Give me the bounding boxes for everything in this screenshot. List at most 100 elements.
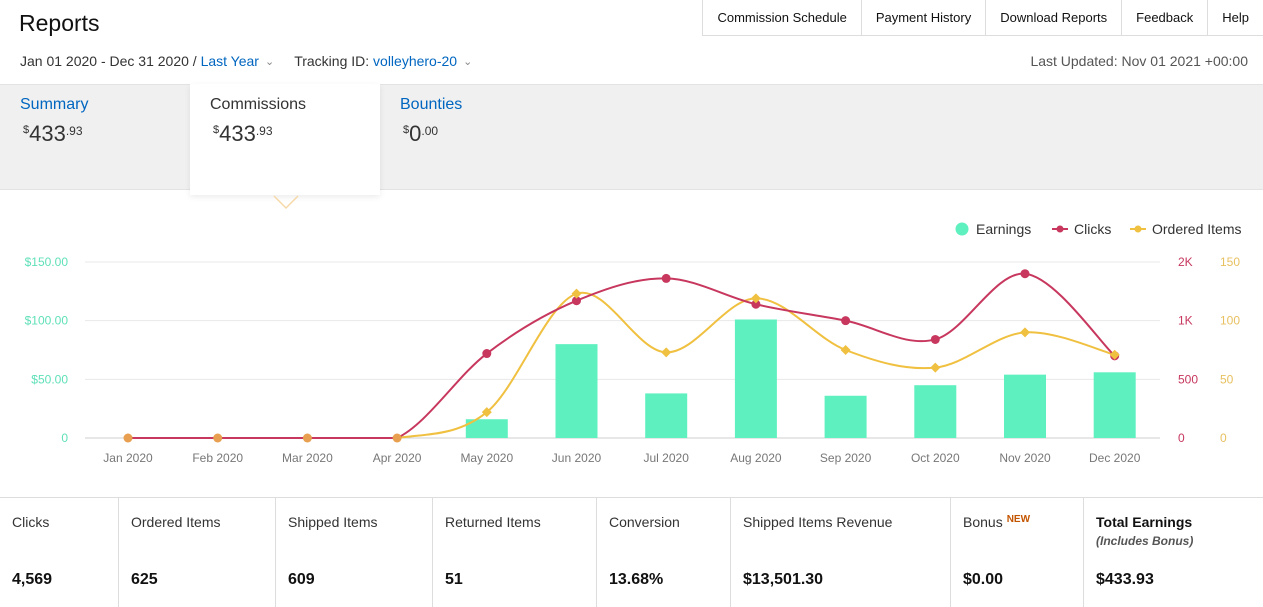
stat-value: 13.68%	[609, 571, 664, 588]
stat-sublabel: (Includes Bonus)	[1096, 534, 1194, 548]
ordered-items-point	[571, 288, 582, 299]
x-axis-tick-label: Jul 2020	[644, 451, 690, 465]
stat-clicks: Clicks 4,569	[0, 498, 119, 607]
ordered-items-line	[127, 291, 1115, 440]
tab-amount: $ 433 .93	[23, 122, 190, 146]
tab-label: Summary	[20, 96, 89, 113]
amount-fraction: .93	[65, 124, 83, 138]
x-axis-tick-label: Apr 2020	[373, 451, 422, 465]
last-updated-text: Last Updated: Nov 01 2021 +00:00	[1030, 53, 1248, 69]
active-tab-pointer	[273, 195, 299, 210]
feedback-button[interactable]: Feedback	[1122, 0, 1209, 35]
x-axis-tick-label: May 2020	[460, 451, 513, 465]
left-axis-tick-label: $100.00	[25, 314, 69, 328]
left-axis-tick-label: 0	[61, 431, 68, 445]
ordered-items-point	[930, 362, 941, 373]
amount-whole: 0	[409, 121, 422, 146]
clicks-point	[661, 273, 671, 283]
clicks-point	[841, 316, 851, 326]
ordered-items-point	[1020, 327, 1030, 338]
zero-point	[392, 433, 402, 443]
earnings-bar	[645, 393, 688, 438]
currency-symbol: $	[403, 124, 410, 136]
earnings-bar	[1093, 372, 1136, 438]
earnings-bar	[555, 344, 598, 438]
amount-whole: 433	[29, 121, 66, 146]
legend-point-marker	[1056, 225, 1064, 233]
stat-label: Conversion	[609, 514, 680, 530]
new-badge: NEW	[1006, 514, 1031, 525]
stat-label: Returned Items	[445, 514, 541, 530]
ordered-items-point	[750, 293, 761, 304]
legend-earnings-marker	[955, 222, 969, 236]
ordered-items-point	[840, 345, 851, 355]
stat-shipped-items-revenue: Shipped Items Revenue $13,501.30	[731, 498, 951, 607]
tab-summary[interactable]: Summary $ 433 .93	[20, 84, 190, 190]
stat-value: 4,569	[12, 571, 53, 588]
amount-fraction: .00	[421, 124, 439, 138]
page-title: Reports	[19, 10, 100, 36]
zero-point	[302, 433, 312, 443]
right-axis-clicks-tick-label: 500	[1178, 372, 1198, 386]
currency-symbol: $	[23, 124, 30, 136]
right-axis-clicks-tick-label: 1K	[1178, 314, 1193, 328]
tracking-id-label: Tracking ID:	[294, 53, 370, 69]
ordered-items-point	[661, 347, 672, 358]
stat-label-text: Bonus	[963, 514, 1003, 530]
x-axis-tick-label: Jun 2020	[552, 451, 602, 465]
zero-point	[213, 433, 223, 443]
stat-ordered-items: Ordered Items 625	[119, 498, 276, 607]
commission-schedule-button[interactable]: Commission Schedule	[703, 0, 862, 35]
earnings-bar	[1004, 374, 1046, 438]
tab-bounties[interactable]: Bounties $ 0 .00	[400, 84, 570, 190]
ordered-items-point	[481, 407, 492, 418]
clicks-point	[1020, 269, 1030, 279]
top-nav: Commission Schedule Payment History Down…	[702, 0, 1263, 36]
x-axis-tick-label: Feb 2020	[192, 451, 243, 465]
chevron-down-icon[interactable]: ⌄	[463, 55, 473, 68]
chart-svg: 0 0 0 $50.00 500 50 $100.00 1K 100 $150.00 2K 150 Ja…	[25, 221, 1242, 465]
earnings-bar	[465, 419, 508, 438]
stat-value: 609	[288, 571, 315, 588]
earnings-bar	[824, 395, 867, 438]
stat-returned-items: Returned Items 51	[433, 498, 597, 607]
stat-label: Total Earnings	[1096, 514, 1193, 530]
tab-commissions[interactable]: Commissions $ 433 .93	[190, 84, 380, 195]
stat-label: Shipped Items Revenue	[743, 514, 893, 530]
tab-amount: $ 0 .00	[403, 122, 570, 146]
right-axis-items-tick-label: 0	[1220, 431, 1227, 445]
x-axis-tick-label: Mar 2020	[282, 451, 333, 465]
chevron-down-icon[interactable]: ⌄	[264, 55, 275, 68]
stat-shipped-items: Shipped Items 609	[276, 498, 433, 607]
period-dropdown[interactable]: Last Year	[200, 53, 259, 69]
earnings-bar	[914, 385, 957, 438]
x-axis-tick-label: Aug 2020	[730, 451, 782, 465]
legend-label: Ordered Items	[1152, 221, 1241, 237]
x-axis-tick-label: Dec 2020	[1089, 451, 1141, 465]
stat-conversion: Conversion 13.68%	[597, 498, 731, 607]
download-reports-button[interactable]: Download Reports	[986, 0, 1123, 35]
right-axis-items-tick-label: 50	[1220, 372, 1234, 386]
right-axis-clicks-tick-label: 0	[1178, 431, 1185, 445]
x-axis-tick-label: Sep 2020	[820, 451, 872, 465]
stat-value: 51	[445, 571, 463, 588]
payment-history-button[interactable]: Payment History	[862, 0, 987, 35]
help-button[interactable]: Help	[1222, 10, 1249, 25]
clicks-point	[482, 349, 492, 359]
tracking-id-dropdown[interactable]: volleyhero-20	[373, 53, 458, 69]
tab-amount: $ 433 .93	[213, 122, 380, 146]
right-axis-clicks-tick-label: 2K	[1178, 255, 1193, 269]
stat-value: $13,501.30	[743, 571, 824, 588]
left-axis-tick-label: $150.00	[25, 255, 69, 269]
stat-label: Clicks	[12, 514, 50, 530]
currency-symbol: $	[213, 124, 220, 136]
zero-point	[123, 433, 133, 443]
date-range-text: Jan 01 2020 - Dec 31 2020 /	[20, 53, 197, 69]
right-axis-items-tick-label: 150	[1220, 255, 1240, 269]
left-axis-tick-label: $50.00	[31, 372, 68, 386]
clicks-point	[930, 334, 940, 344]
legend-label: Clicks	[1074, 221, 1111, 237]
x-axis-tick-label: Jan 2020	[103, 451, 153, 465]
stat-value: $0.00	[963, 571, 1004, 588]
stat-value: $433.93	[1096, 571, 1154, 588]
